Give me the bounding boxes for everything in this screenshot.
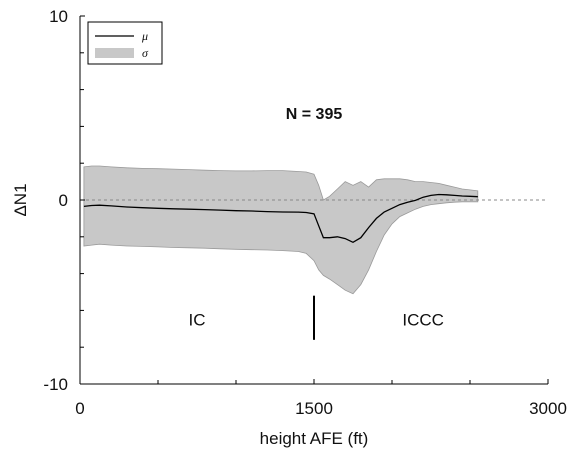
y-axis-label: ΔN1 <box>11 183 30 216</box>
y-tick-label: -10 <box>43 375 68 394</box>
mean-line <box>83 193 478 244</box>
region-label-iccc: ICCC <box>402 311 444 330</box>
plot-area <box>80 165 548 340</box>
legend-sigma-swatch <box>95 48 134 58</box>
x-axis-label: height AFE (ft) <box>260 429 369 448</box>
legend: μ σ <box>87 21 163 65</box>
region-label-ic: IC <box>189 311 206 330</box>
sigma-band <box>83 165 479 295</box>
x-tick-label: 3000 <box>529 399 567 418</box>
y-tick-label: 0 <box>59 191 68 210</box>
legend-mean-label: μ <box>141 29 148 43</box>
legend-sigma-label: σ <box>142 46 149 60</box>
x-tick-label: 1500 <box>295 399 333 418</box>
count-annotation: N = 395 <box>286 106 343 123</box>
x-tick-label: 0 <box>75 399 84 418</box>
y-tick-label: 10 <box>49 7 68 26</box>
axes: 0 1500 3000 10 0 -10 <box>43 7 566 418</box>
